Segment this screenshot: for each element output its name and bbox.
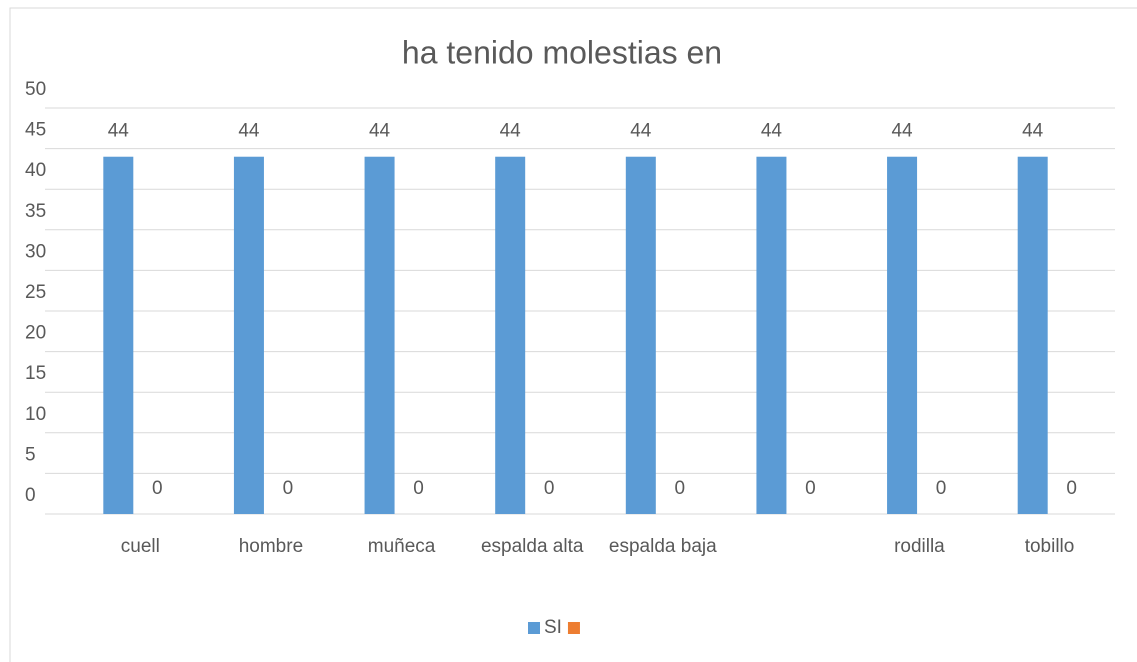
data-label: 44 [630, 121, 652, 142]
x-tick-label: tobillo [1024, 536, 1075, 557]
data-label: 0 [283, 478, 294, 499]
y-tick-label: 0 [25, 485, 36, 506]
data-label: 44 [238, 121, 260, 142]
legend-swatch [567, 622, 580, 634]
data-label: 44 [1022, 121, 1044, 142]
y-tick-label: 20 [25, 323, 46, 344]
bar [625, 156, 656, 514]
legend-label: SI [544, 617, 562, 638]
x-tick-label: espalda alta [480, 536, 584, 557]
bar [495, 156, 526, 514]
x-tick-label: hombre [238, 536, 304, 557]
bar [233, 156, 264, 514]
y-tick-label: 15 [25, 363, 46, 384]
data-label: 0 [805, 478, 816, 499]
x-tick-label: cuell [120, 536, 160, 557]
x-tick-label: espalda baja [608, 536, 717, 557]
data-label: 44 [761, 121, 783, 142]
chart-border [9, 7, 1137, 662]
data-label: 44 [108, 121, 130, 142]
data-label: 0 [152, 478, 163, 499]
x-tick-label: muñeca [367, 536, 436, 557]
bar [1017, 156, 1048, 514]
bar [103, 156, 134, 514]
y-tick-label: 50 [25, 79, 46, 100]
bar [756, 156, 787, 514]
data-label: 0 [675, 478, 686, 499]
x-tick-label: rodilla [894, 536, 945, 557]
y-tick-label: 35 [25, 201, 46, 222]
data-label: 0 [936, 478, 947, 499]
y-tick-label: 30 [25, 241, 46, 262]
legend-swatch [528, 622, 540, 634]
data-label: 44 [500, 121, 522, 142]
y-tick-label: 5 [25, 444, 36, 465]
data-label: 0 [413, 478, 424, 499]
y-tick-label: 25 [25, 282, 46, 303]
chart-title: ha tenido molestias en [402, 34, 722, 70]
y-tick-label: 40 [25, 160, 46, 181]
y-tick-label: 10 [25, 404, 46, 425]
data-label: 0 [1066, 478, 1077, 499]
bar [364, 156, 395, 514]
y-tick-label: 45 [25, 120, 46, 141]
data-label: 0 [544, 478, 555, 499]
data-label: 44 [369, 121, 391, 142]
data-label: 44 [891, 121, 913, 142]
bar [887, 156, 918, 514]
